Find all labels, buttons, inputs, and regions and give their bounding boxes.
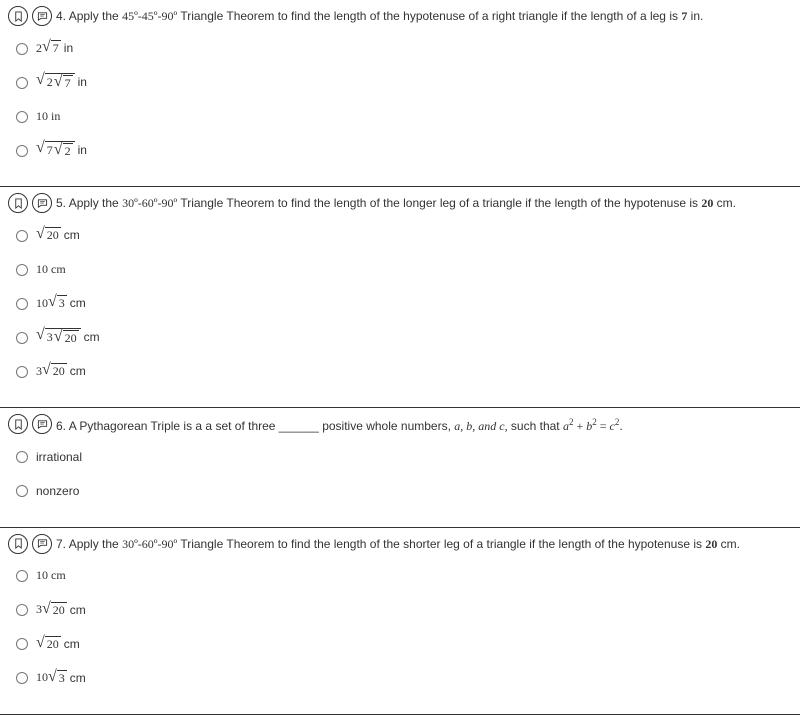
option-c[interactable]: 10 in <box>16 106 792 126</box>
radio-input[interactable] <box>16 638 28 650</box>
option-label: 10√3cm <box>36 294 86 312</box>
radio-input[interactable] <box>16 298 28 310</box>
radio-input[interactable] <box>16 570 28 582</box>
option-b[interactable]: 3√20cm <box>16 600 792 620</box>
comment-icon[interactable] <box>32 193 52 213</box>
option-a[interactable]: √20cm <box>16 225 792 245</box>
option-label: √20cm <box>36 635 80 653</box>
option-label: 3√20cm <box>36 362 86 380</box>
radio-input[interactable] <box>16 230 28 242</box>
option-label: 10 cm <box>36 262 66 277</box>
radio-input[interactable] <box>16 604 28 616</box>
options-list: 10 cm 3√20cm √20cm 10√3cm <box>8 566 792 688</box>
option-e[interactable]: 3√20cm <box>16 361 792 381</box>
question-6: 6. A Pythagorean Triple is a a set of th… <box>0 408 800 528</box>
question-4: 4. Apply the 45º-45º-90º Triangle Theore… <box>0 0 800 187</box>
option-label: 10 cm <box>36 568 66 583</box>
bookmark-icon[interactable] <box>8 534 28 554</box>
question-header: 4. Apply the 45º-45º-90º Triangle Theore… <box>8 6 792 26</box>
question-7: 7. Apply the 30º-60º-90º Triangle Theore… <box>0 528 800 715</box>
comment-icon[interactable] <box>32 414 52 434</box>
comment-icon[interactable] <box>32 534 52 554</box>
option-c[interactable]: √20cm <box>16 634 792 654</box>
option-label: nonzero <box>36 484 79 498</box>
option-b[interactable]: 10 cm <box>16 259 792 279</box>
bookmark-icon[interactable] <box>8 6 28 26</box>
bookmark-icon[interactable] <box>8 193 28 213</box>
option-label: 2√7in <box>36 39 73 57</box>
radio-input[interactable] <box>16 111 28 123</box>
options-list: 2√7in √2√7in 10 in √7√2in <box>8 38 792 160</box>
radio-input[interactable] <box>16 264 28 276</box>
option-a[interactable]: irrational <box>16 447 792 467</box>
question-header: 6. A Pythagorean Triple is a a set of th… <box>8 414 792 435</box>
radio-input[interactable] <box>16 451 28 463</box>
option-a[interactable]: 10 cm <box>16 566 792 586</box>
bookmark-icon[interactable] <box>8 414 28 434</box>
option-d[interactable]: √3√20cm <box>16 327 792 347</box>
question-header: 5. Apply the 30º-60º-90º Triangle Theore… <box>8 193 792 213</box>
comment-icon[interactable] <box>32 6 52 26</box>
options-list: irrational nonzero <box>8 447 792 501</box>
question-text: 6. A Pythagorean Triple is a a set of th… <box>56 414 623 435</box>
option-b[interactable]: √2√7in <box>16 72 792 92</box>
option-a[interactable]: 2√7in <box>16 38 792 58</box>
option-label: √20cm <box>36 226 80 244</box>
radio-input[interactable] <box>16 672 28 684</box>
question-text: 7. Apply the 30º-60º-90º Triangle Theore… <box>56 534 740 553</box>
option-label: √2√7in <box>36 72 87 92</box>
radio-input[interactable] <box>16 485 28 497</box>
option-label: 10√3cm <box>36 669 86 687</box>
radio-input[interactable] <box>16 366 28 378</box>
option-label: √7√2in <box>36 140 87 160</box>
question-text: 5. Apply the 30º-60º-90º Triangle Theore… <box>56 193 736 212</box>
option-label: √3√20cm <box>36 327 100 347</box>
question-5: 5. Apply the 30º-60º-90º Triangle Theore… <box>0 187 800 408</box>
options-list: √20cm 10 cm 10√3cm √3√20cm 3√20cm <box>8 225 792 381</box>
radio-input[interactable] <box>16 43 28 55</box>
option-label: irrational <box>36 450 82 464</box>
question-text: 4. Apply the 45º-45º-90º Triangle Theore… <box>56 6 703 25</box>
option-d[interactable]: √7√2in <box>16 140 792 160</box>
option-label: 10 in <box>36 109 60 124</box>
option-label: 3√20cm <box>36 601 86 619</box>
option-c[interactable]: 10√3cm <box>16 293 792 313</box>
option-b[interactable]: nonzero <box>16 481 792 501</box>
radio-input[interactable] <box>16 77 28 89</box>
radio-input[interactable] <box>16 332 28 344</box>
radio-input[interactable] <box>16 145 28 157</box>
question-header: 7. Apply the 30º-60º-90º Triangle Theore… <box>8 534 792 554</box>
